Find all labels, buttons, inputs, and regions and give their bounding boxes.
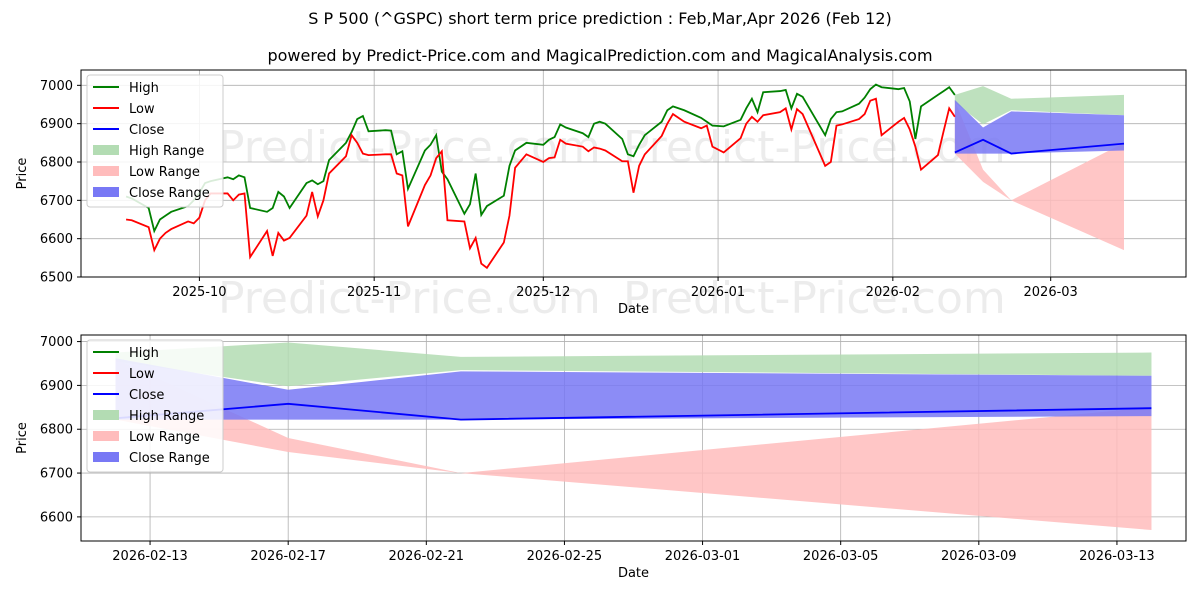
watermark-middle-right: Predict-Price.com	[623, 273, 1006, 324]
x-tick-label: 2026-03-01	[665, 549, 741, 564]
chart-subtitle: powered by Predict-Price.com and Magical…	[267, 46, 933, 65]
legend-label-high-range: High Range	[129, 144, 204, 159]
low-price-line	[125, 97, 956, 270]
close-range-band	[115, 358, 1152, 420]
legend-label-low-range: Low Range	[129, 165, 200, 180]
y-axis-label: Price	[15, 422, 30, 454]
watermark-middle-left: Predict-Price.com	[218, 273, 601, 324]
low-range-band	[954, 100, 1124, 251]
y-tick-label: 6900	[40, 379, 73, 394]
plot-frame	[80, 69, 1187, 278]
y-axis-label: Price	[15, 158, 30, 190]
high-range-band	[954, 86, 1124, 125]
x-tick-label: 2026-03	[1024, 285, 1078, 300]
x-tick-label: 2026-03-13	[1079, 549, 1155, 564]
legend-label-high: High	[129, 346, 159, 361]
watermark-top-right: Predict-Price.com	[623, 122, 1006, 173]
y-tick-label: 6500	[40, 271, 73, 286]
y-tick-label: 6600	[40, 510, 73, 525]
y-tick-label: 6600	[40, 232, 73, 247]
x-tick-label: 2026-03-05	[803, 549, 879, 564]
y-tick-label: 7000	[40, 335, 73, 350]
y-tick-label: 6900	[40, 117, 73, 132]
legend-swatch-high-range	[93, 145, 119, 155]
legend-label-low-range: Low Range	[129, 430, 200, 445]
x-tick-label: 2025-11	[347, 285, 401, 300]
y-tick-label: 6800	[40, 156, 73, 171]
bottom-chart-panel: 6600 6700 6800 6900 7000 2026-02-13 2026-02-17…	[15, 334, 1187, 581]
legend-swatch-low-range	[93, 431, 119, 441]
legend-label-close-range: Close Range	[129, 451, 210, 466]
legend-box	[86, 74, 224, 208]
y-tick-label: 7000	[40, 79, 73, 94]
x-axis-label: Date	[618, 566, 649, 581]
y-tick-label: 6800	[40, 423, 73, 438]
x-tick-label: 2025-10	[172, 285, 226, 300]
x-tick-label: 2025-12	[516, 285, 570, 300]
x-tick-label: 2026-02-25	[527, 549, 603, 564]
close-forecast-line	[954, 138, 1125, 155]
x-axis-label: Date	[618, 302, 649, 317]
x-tick-label: 2026-02-21	[389, 549, 465, 564]
chart-title: S P 500 (^GSPC) short term price predict…	[308, 9, 892, 28]
x-tick-label: 2026-01	[691, 285, 745, 300]
legend-label-high: High	[129, 81, 159, 96]
x-tick-label: 2026-02	[866, 285, 920, 300]
low-range-band	[115, 359, 1152, 531]
legend-swatch-low-range	[93, 166, 119, 176]
top-chart-panel: 6500 6600 6700 6800 6900 7000 2025-10 2025-11 20…	[15, 69, 1187, 317]
legend-label-close: Close	[129, 388, 164, 403]
legend-swatch-close-range	[93, 452, 119, 462]
high-price-line	[125, 83, 956, 234]
x-tick-label: 2026-02-13	[112, 549, 188, 564]
high-range-band	[115, 342, 1152, 387]
close-range-band	[954, 99, 1124, 154]
x-tick-label: 2026-02-17	[250, 549, 326, 564]
watermark-top-left: Predict-Price.com	[218, 122, 601, 173]
y-tick-label: 6700	[40, 194, 73, 209]
legend-swatch-high-range	[93, 410, 119, 420]
legend-box	[86, 339, 224, 473]
x-tick-label: 2026-03-09	[941, 549, 1017, 564]
legend-label-close: Close	[129, 123, 164, 138]
legend-swatch-close-range	[93, 187, 119, 197]
y-tick-label: 6700	[40, 467, 73, 482]
legend-label-low: Low	[129, 367, 155, 382]
legend-label-low: Low	[129, 102, 155, 117]
plot-frame	[80, 334, 1187, 542]
legend-label-high-range: High Range	[129, 409, 204, 424]
legend-label-close-range: Close Range	[129, 186, 210, 201]
